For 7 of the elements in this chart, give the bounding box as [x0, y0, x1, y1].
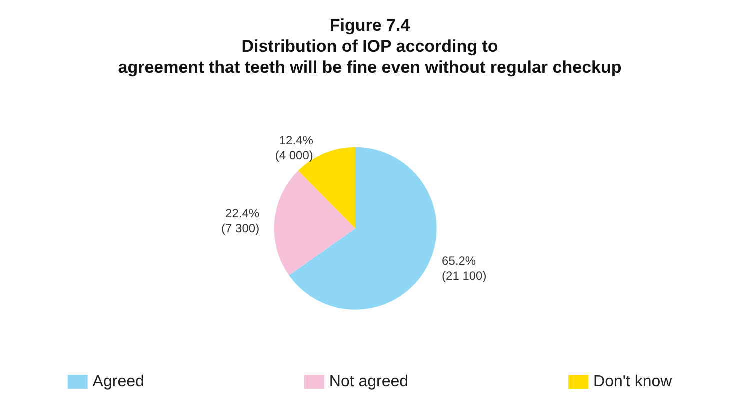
data-label: 12.4% (4 000) [275, 133, 314, 162]
data-label: 22.4% (7 300) [222, 206, 260, 236]
legend-label: Not agreed [329, 374, 409, 390]
legend-label: Don't know [594, 374, 673, 390]
data-label: 65.2% (21 100) [442, 254, 487, 284]
legend-label: Agreed [92, 374, 144, 390]
chart-title: Figure 7.4 Distribution of IOP according to agreement that teeth will be fine even without regular checkup [118, 16, 622, 77]
